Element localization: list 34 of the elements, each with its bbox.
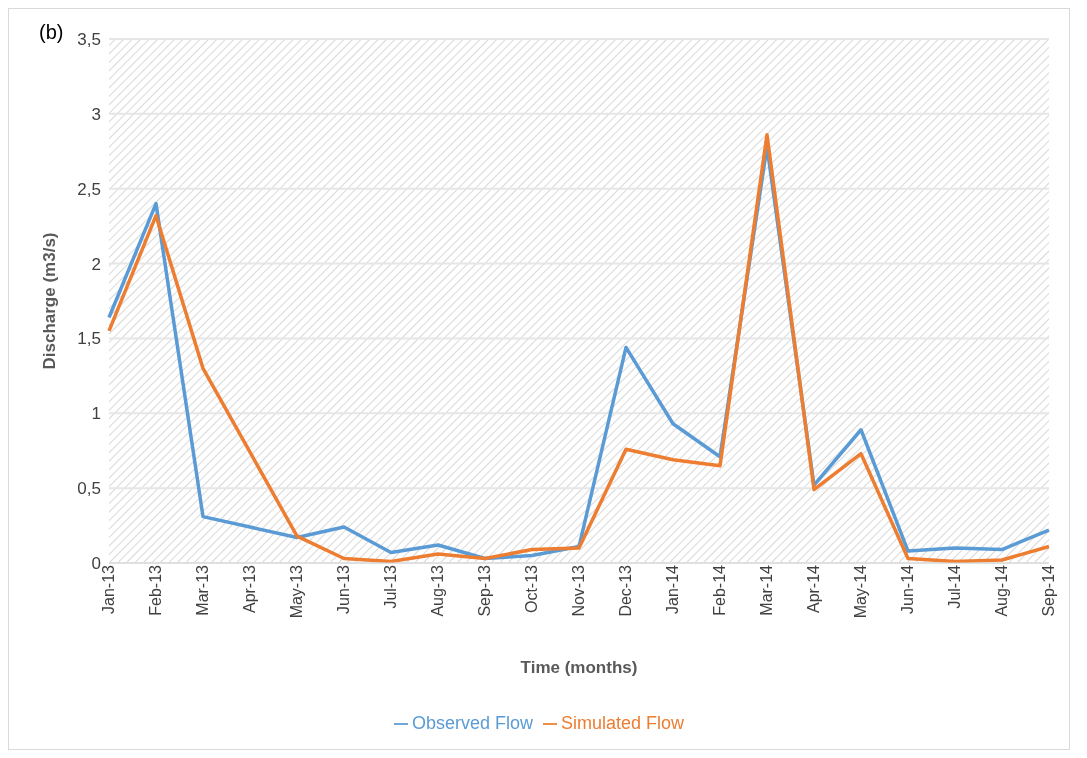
x-tick-label: Oct-13 (523, 564, 541, 614)
x-tick-label: May-14 (852, 564, 870, 619)
x-tick-label: Apr-14 (805, 564, 823, 614)
x-tick-label: Aug-13 (429, 564, 447, 617)
x-tick-label: Apr-13 (241, 564, 259, 614)
y-tick-label: 0 (91, 554, 101, 574)
y-tick-label: 3,5 (77, 30, 101, 50)
y-tick-label: 3 (91, 104, 101, 124)
x-tick-label: Nov-13 (570, 564, 588, 617)
x-axis-title: Time (months) (520, 658, 638, 677)
y-axis-title: Discharge (m3/s) (40, 232, 60, 370)
x-tick-label: Dec-13 (617, 564, 635, 617)
x-tick-label: Jun-13 (335, 564, 353, 614)
x-tick-label: Jul-14 (946, 564, 964, 609)
y-tick-label: 2,5 (77, 179, 101, 199)
x-tick-label: Sep-13 (476, 564, 494, 617)
y-tick-label: 0,5 (77, 479, 101, 499)
x-tick-label: Jan-13 (100, 564, 118, 614)
x-tick-label: Mar-14 (758, 564, 776, 616)
y-tick-label: 2 (91, 254, 101, 274)
y-tick-label: 1,5 (77, 329, 101, 349)
x-tick-label: Jun-14 (899, 564, 917, 614)
y-tick-label: 1 (91, 404, 101, 424)
legend-label: Simulated Flow (561, 713, 685, 733)
x-tick-label: Jul-13 (382, 564, 400, 609)
x-tick-label: Sep-14 (1040, 564, 1058, 617)
x-tick-label: Feb-13 (147, 564, 165, 616)
x-tick-label: Feb-14 (711, 564, 729, 616)
x-tick-label: Jan-14 (664, 564, 682, 614)
text: (b) (39, 21, 64, 44)
legend-label: Observed Flow (411, 713, 533, 733)
x-tick-label: Mar-13 (194, 564, 212, 616)
x-tick-label: May-13 (288, 564, 306, 619)
x-tick-label: Aug-14 (993, 564, 1011, 617)
